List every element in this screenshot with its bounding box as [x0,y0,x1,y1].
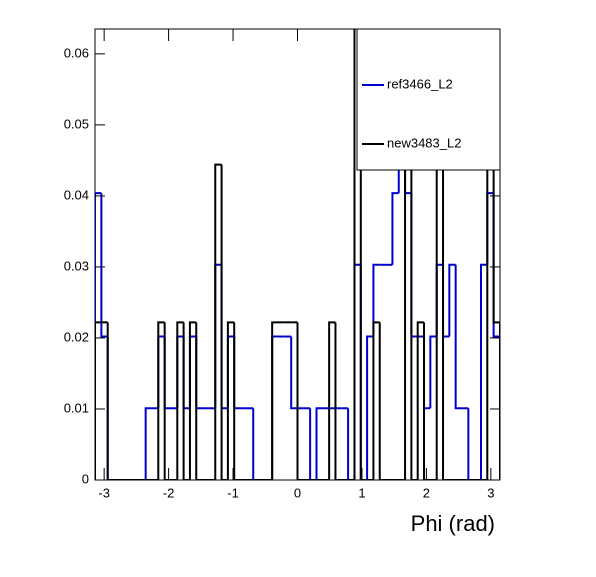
histogram-bin [454,264,463,410]
histogram-bin [448,263,456,337]
histogram-bin [372,263,380,337]
x-tick-label: 2 [423,485,430,500]
histogram-bin [416,321,425,480]
histogram-bin [188,321,197,480]
histogram-bin [334,322,342,480]
histogram-bin [423,322,431,480]
histogram-bin [391,192,399,265]
histogram-bin [182,322,190,480]
histogram-bin [220,164,228,480]
histogram-bin [309,408,317,480]
x-tick-label: -2 [163,485,175,500]
histogram-bin [195,322,203,480]
y-tick-label: 0.06 [64,45,89,60]
legend-label: new3483_L2 [387,135,461,150]
legend-label: ref3466_L2 [387,76,453,91]
y-tick-label: 0.02 [64,329,89,344]
histogram-bin [479,263,488,480]
histogram-bin [429,335,437,409]
histogram-bin [328,321,336,480]
x-axis-label: Phi (rad) [411,511,495,536]
y-tick-label: 0.03 [64,258,89,273]
histogram-bin [95,321,102,480]
histogram-bin [467,408,475,480]
histogram-bin [271,321,279,480]
histogram-bin [347,408,355,480]
histogram-bin [233,322,241,480]
histogram-bin [404,29,407,480]
histogram-bin [214,163,222,480]
histogram-bin [290,336,298,410]
histogram-bin [492,164,500,480]
y-tick-label: 0.04 [64,187,89,202]
histogram-bin [144,407,152,480]
histogram-bin [226,321,235,480]
x-tick-label: 3 [487,485,494,500]
histogram-bin [372,321,380,480]
histogram-bin [100,193,108,338]
histogram-bin [442,164,450,480]
x-tick-label: 0 [294,485,301,500]
histogram-bin [296,322,304,480]
histogram-bin [95,192,102,480]
histogram-bin [176,321,184,480]
histogram-bin [157,321,165,480]
x-tick-label: -3 [98,485,110,500]
histogram-bin [252,408,260,480]
legend-box [356,28,501,171]
histogram-bin [163,322,171,480]
histogram-bin [353,29,356,480]
histogram-bin [366,335,374,480]
y-tick-label: 0.05 [64,116,89,131]
y-tick-label: 0.01 [64,400,89,415]
y-tick-label: 0 [82,471,89,486]
histogram-bin [378,322,387,480]
x-tick-label: -1 [227,485,239,500]
histogram-bin [106,322,115,480]
histogram-bin [315,407,323,480]
x-tick-label: 1 [358,485,365,500]
